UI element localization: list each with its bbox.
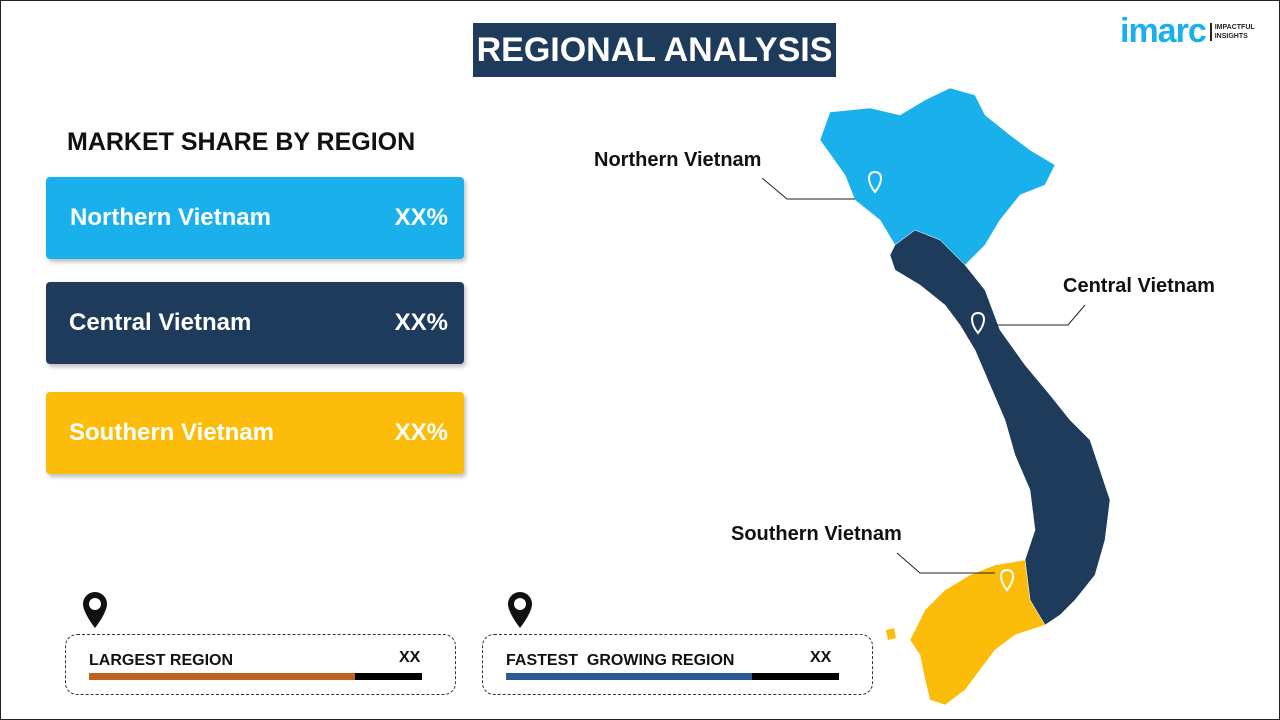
location-pin-icon [83,592,107,628]
largest-region-box: LARGEST REGION XX [65,634,456,695]
leader-line-south [896,552,995,574]
imarc-logo: imarc IMPACTFUL INSIGHTS [1120,12,1255,51]
largest-region-bar [89,673,422,680]
section-title: MARKET SHARE BY REGION [67,128,416,156]
page-title: REGIONAL ANALYSIS [473,23,836,77]
region-card-central: Central Vietnam XX% [46,282,464,364]
map-pin-icon-central [971,311,985,335]
logo-text: imarc [1120,12,1207,50]
largest-region-bar-fill [89,673,356,680]
largest-region-value: XX [399,649,421,666]
region-share: XX% [394,204,448,231]
map-region-central [889,229,1111,626]
map-label-central: Central Vietnam [1063,275,1215,297]
region-name: Northern Vietnam [70,204,271,231]
fastest-growing-region-value: XX [810,649,832,666]
fastest-growing-region-box: FASTEST GROWING REGION XX [482,634,873,695]
island [886,628,896,640]
region-share: XX% [394,419,448,446]
fastest-growing-region-bar-fill [506,673,753,680]
leader-line-north [761,177,855,200]
region-card-northern: Northern Vietnam XX% [46,177,464,259]
map-region-northern [819,87,1056,266]
region-card-southern: Southern Vietnam XX% [46,392,464,474]
logo-tagline: IMPACTFUL INSIGHTS [1209,22,1255,41]
region-name: Southern Vietnam [69,419,274,446]
fastest-growing-region-bar [506,673,839,680]
map-pin-icon-south [1000,568,1014,592]
map-region-southern [909,559,1046,706]
leader-line-central [995,304,1086,326]
fastest-growing-region-label: FASTEST GROWING REGION [506,652,735,669]
map-label-northern: Northern Vietnam [594,149,762,171]
largest-region-label: LARGEST REGION [89,652,234,669]
location-pin-icon [508,592,532,628]
region-name: Central Vietnam [69,309,252,336]
region-share: XX% [394,309,448,336]
map-label-southern: Southern Vietnam [731,523,902,545]
map-pin-icon-north [868,170,882,194]
